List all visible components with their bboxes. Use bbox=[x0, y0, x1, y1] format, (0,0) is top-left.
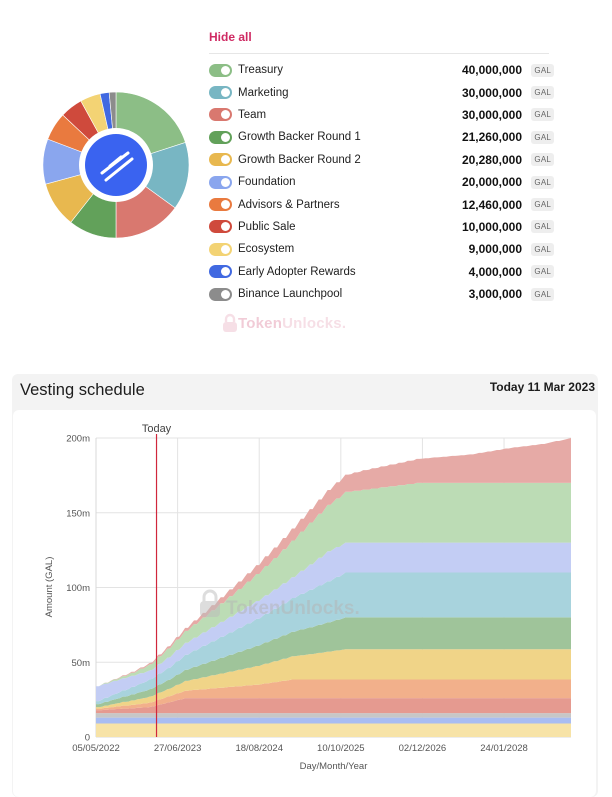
area-binance-launchpool bbox=[96, 713, 571, 718]
area-growth-backer-round-1 bbox=[96, 617, 571, 708]
y-tick-label: 150m bbox=[66, 508, 90, 519]
legend-label: Early Adopter Rewards bbox=[238, 265, 356, 278]
y-tick-label: 100m bbox=[66, 583, 90, 594]
legend-amount: 30,000,000 bbox=[461, 85, 522, 100]
legend-label: Binance Launchpool bbox=[238, 288, 343, 301]
gal-logo-icon bbox=[85, 134, 147, 196]
legend-row-advisors-partners: Advisors & Partners 12,460,000 GAL bbox=[209, 193, 554, 215]
x-tick-label: 18/08/2024 bbox=[235, 743, 283, 754]
legend-amount: 4,000,000 bbox=[468, 264, 522, 279]
legend-divider bbox=[209, 53, 549, 54]
toggle-team[interactable] bbox=[209, 108, 232, 122]
y-tick-label: 200m bbox=[66, 434, 90, 445]
legend-amount: 40,000,000 bbox=[461, 63, 522, 78]
legend-row-public-sale: Public Sale 10,000,000 GAL bbox=[209, 216, 554, 238]
x-axis-title: Day/Month/Year bbox=[300, 761, 368, 772]
area-marketing bbox=[96, 572, 571, 705]
unit-badge: GAL bbox=[531, 242, 554, 256]
legend-row-growth-backer-round-2: Growth Backer Round 2 20,280,000 GAL bbox=[209, 149, 554, 171]
unit-badge: GAL bbox=[531, 108, 554, 122]
x-tick-label: 02/12/2026 bbox=[399, 743, 447, 754]
lock-body bbox=[200, 601, 220, 617]
legend-row-team: Team 30,000,000 GAL bbox=[209, 104, 554, 126]
watermark-text: TokenUnlocks. bbox=[238, 314, 347, 332]
legend-label: Growth Backer Round 1 bbox=[238, 131, 361, 144]
legend-label: Treasury bbox=[238, 64, 283, 77]
area-treasury bbox=[96, 482, 571, 687]
legend-row-growth-backer-round-1: Growth Backer Round 1 21,260,000 GAL bbox=[209, 126, 554, 148]
legend-label: Marketing bbox=[238, 86, 289, 99]
toggle-public-sale[interactable] bbox=[209, 220, 232, 234]
area-foundation bbox=[96, 717, 571, 724]
tokenunlocks-watermark: TokenUnlocks. bbox=[222, 313, 346, 333]
area-advisors-partners bbox=[96, 679, 571, 711]
toggle-binance-launchpool[interactable] bbox=[209, 287, 232, 301]
hide-all-button[interactable]: Hide all bbox=[209, 30, 252, 44]
legend-amount: 9,000,000 bbox=[468, 242, 522, 257]
chart-watermark: TokenUnlocks. bbox=[200, 589, 360, 619]
y-tick-label: 50m bbox=[72, 658, 91, 669]
legend-amount: 20,000,000 bbox=[461, 175, 522, 190]
legend-label: Foundation bbox=[238, 176, 296, 189]
toggle-growth-backer-round-1[interactable] bbox=[209, 130, 232, 144]
unit-badge: GAL bbox=[531, 153, 554, 167]
x-tick-label: 05/05/2022 bbox=[72, 743, 120, 754]
allocation-legend: Treasury 40,000,000 GAL Marketing 30,000,000… bbox=[209, 59, 554, 305]
unit-badge: GAL bbox=[531, 265, 554, 279]
x-tick-label: 27/06/2023 bbox=[154, 743, 202, 754]
toggle-ecosystem[interactable] bbox=[209, 242, 232, 256]
y-tick-label: 0 bbox=[85, 733, 90, 744]
unit-badge: GAL bbox=[531, 220, 554, 234]
legend-amount: 3,000,000 bbox=[468, 287, 522, 302]
donut-slice-marketing bbox=[115, 142, 190, 209]
legend-amount: 12,460,000 bbox=[461, 197, 522, 212]
toggle-treasury[interactable] bbox=[209, 63, 232, 77]
unit-badge: GAL bbox=[531, 86, 554, 100]
lock-icon bbox=[223, 313, 237, 332]
vesting-schedule-title: Vesting schedule bbox=[20, 381, 145, 399]
unit-badge: GAL bbox=[531, 175, 554, 189]
unit-badge: GAL bbox=[531, 130, 554, 144]
legend-row-binance-launchpool: Binance Launchpool 3,000,000 GAL bbox=[209, 283, 554, 305]
toggle-growth-backer-round-2[interactable] bbox=[209, 153, 232, 167]
legend-amount: 21,260,000 bbox=[461, 130, 522, 145]
toggle-early-adopter-rewards[interactable] bbox=[209, 265, 232, 279]
legend-label: Team bbox=[238, 108, 267, 121]
x-tick-label: 10/10/2025 bbox=[317, 743, 365, 754]
legend-label: Advisors & Partners bbox=[238, 198, 340, 211]
legend-label: Public Sale bbox=[238, 220, 296, 233]
legend-amount: 10,000,000 bbox=[461, 219, 522, 234]
watermark-text: TokenUnlocks. bbox=[226, 598, 360, 619]
today-marker-label: Today bbox=[142, 423, 172, 435]
unit-badge: GAL bbox=[531, 287, 554, 301]
unit-badge: GAL bbox=[531, 198, 554, 212]
legend-label: Growth Backer Round 2 bbox=[238, 153, 361, 166]
legend-row-ecosystem: Ecosystem 9,000,000 GAL bbox=[209, 238, 554, 260]
legend-amount: 30,000,000 bbox=[461, 107, 522, 122]
area-growth-backer-round-2 bbox=[96, 649, 571, 709]
area-team bbox=[96, 438, 571, 687]
legend-row-treasury: Treasury 40,000,000 GAL bbox=[209, 59, 554, 81]
y-axis-title: Amount (GAL) bbox=[44, 557, 55, 618]
legend-row-early-adopter-rewards: Early Adopter Rewards 4,000,000 GAL bbox=[209, 261, 554, 283]
x-tick-label: 24/01/2028 bbox=[480, 743, 528, 754]
legend-amount: 20,280,000 bbox=[461, 152, 522, 167]
today-date-label: Today 11 Mar 2023 bbox=[489, 380, 595, 394]
toggle-marketing[interactable] bbox=[209, 86, 232, 100]
allocation-donut-chart bbox=[42, 91, 190, 239]
legend-row-foundation: Foundation 20,000,000 GAL bbox=[209, 171, 554, 193]
lock-icon bbox=[202, 589, 218, 602]
legend-row-marketing: Marketing 30,000,000 GAL bbox=[209, 81, 554, 103]
legend-label: Ecosystem bbox=[238, 243, 295, 256]
stacked-areas bbox=[96, 438, 571, 737]
area-public-sale bbox=[96, 698, 571, 714]
toggle-advisors-partners[interactable] bbox=[209, 198, 232, 212]
area-early-adopter-rewards bbox=[96, 542, 571, 702]
toggle-foundation[interactable] bbox=[209, 175, 232, 189]
unit-badge: GAL bbox=[531, 63, 554, 77]
area-ecosystem bbox=[96, 723, 571, 737]
